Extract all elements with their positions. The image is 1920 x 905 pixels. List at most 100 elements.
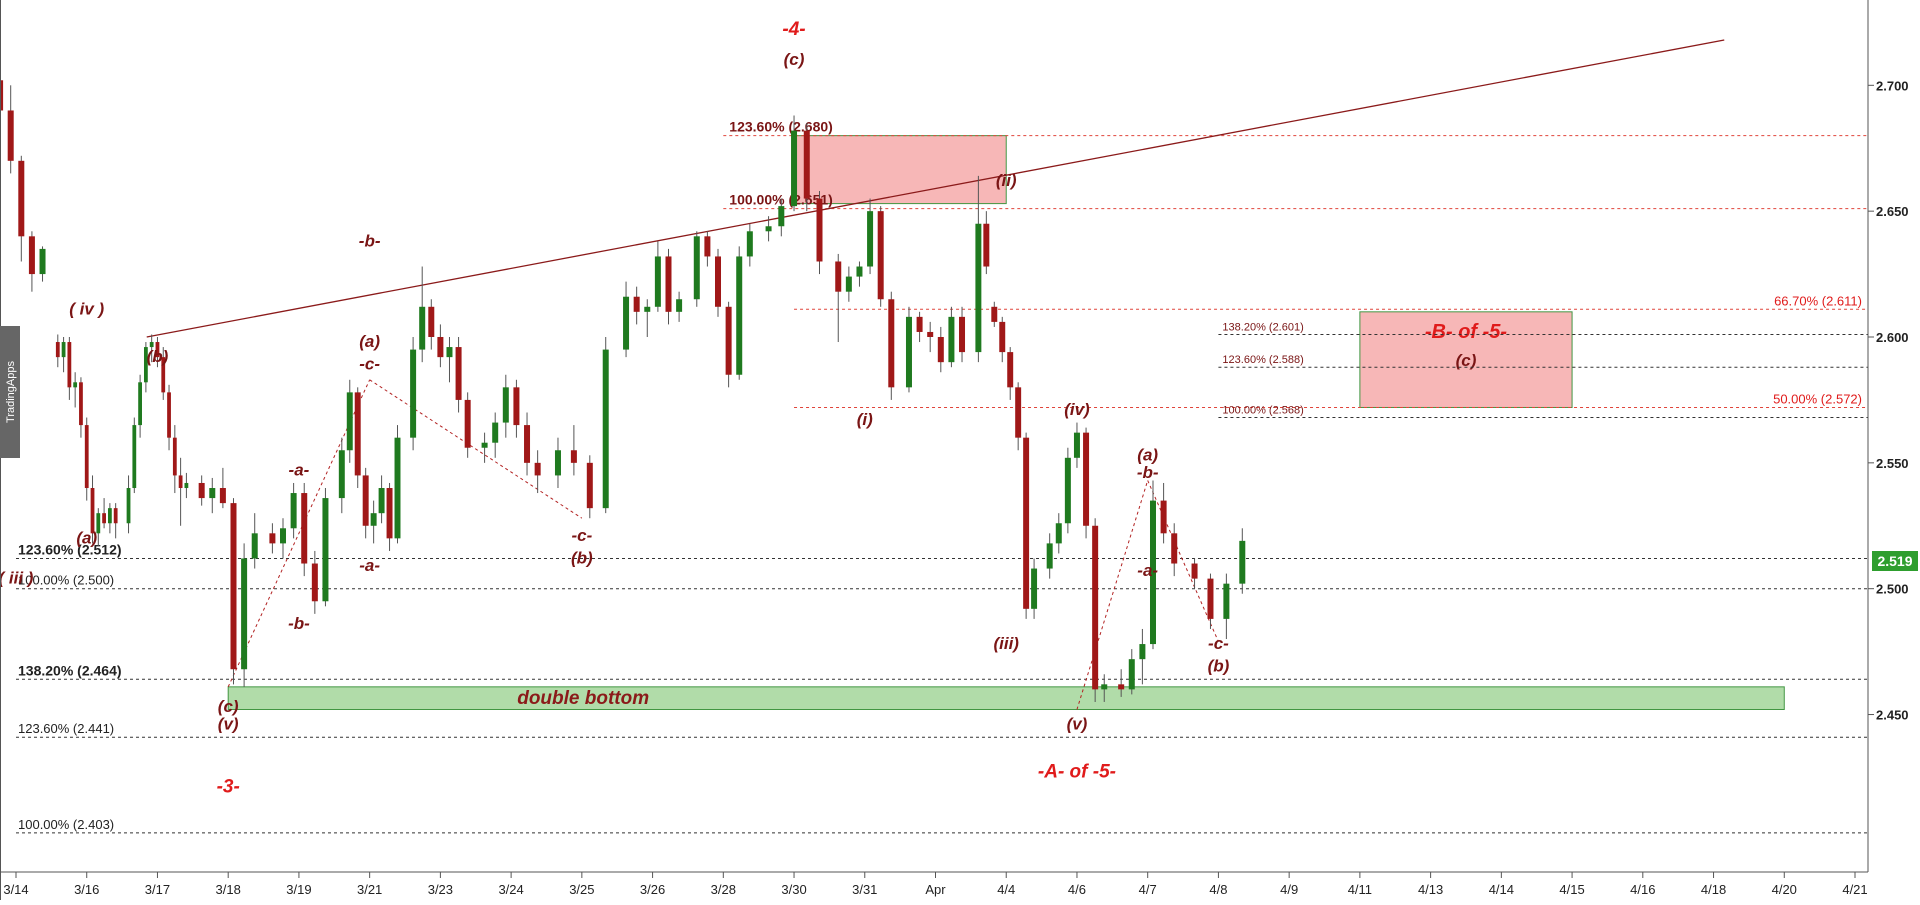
candle-body	[1073, 432, 1080, 458]
candle-body	[362, 475, 369, 526]
last-price-value: 2.519	[1877, 553, 1912, 569]
candle-body	[346, 392, 353, 451]
x-tick-label: 3/28	[711, 882, 736, 897]
last-price-bg	[1872, 551, 1918, 571]
x-tick-label: 3/18	[216, 882, 241, 897]
candle-body	[102, 513, 106, 524]
candle-body	[96, 513, 101, 534]
candle-body	[959, 316, 966, 353]
candle-body	[138, 382, 142, 426]
wave-label: -3-	[217, 777, 240, 798]
candle-body	[178, 475, 183, 489]
fib-label: 100.00% (2.403)	[18, 817, 114, 832]
candle-body	[513, 387, 520, 426]
candle-body	[18, 160, 25, 237]
candle-body	[725, 306, 732, 375]
fib-label: 138.20% (2.464)	[18, 662, 122, 678]
candle-body	[502, 387, 509, 423]
candle-body	[338, 450, 345, 499]
wave-label: ( iii )	[0, 569, 34, 588]
candle-body	[1160, 500, 1167, 534]
candle-body	[676, 299, 683, 312]
candle-body	[1118, 684, 1125, 690]
y-ticks-layer: 2.700 2.650 2.600 2.550 2.500 2.450	[1868, 78, 1909, 723]
candle-body	[816, 198, 823, 262]
wave-label: (v)	[218, 715, 239, 734]
candle-body	[975, 223, 982, 353]
candle-body	[736, 256, 743, 375]
candle-body	[1207, 578, 1214, 619]
wave-label: (iv)	[1064, 400, 1090, 419]
zone-label: double bottom	[517, 688, 649, 709]
candle-body	[1023, 437, 1030, 609]
candle-body	[633, 296, 640, 312]
candle-body	[867, 211, 874, 267]
candle-body	[524, 425, 531, 463]
x-tick-label: 4/20	[1772, 882, 1797, 897]
candle-body	[370, 513, 377, 526]
candle-body	[586, 462, 593, 509]
tradingapps-side-tab: TradingApps	[0, 326, 20, 458]
y-tick-label: 2.700	[1876, 78, 1909, 93]
candle-body	[55, 342, 60, 358]
wave-label: (b)	[571, 549, 593, 568]
wave-label: (a)	[76, 528, 97, 547]
wave-label: -b-	[359, 231, 381, 250]
fib-label: 100.00% (2.500)	[18, 573, 114, 588]
candle-body	[1191, 563, 1198, 579]
x-tick-label: 4/11	[1348, 882, 1372, 897]
wave-label: (i)	[857, 410, 873, 429]
y-tick-label: 2.550	[1876, 456, 1909, 471]
candle-body	[39, 248, 46, 275]
candle-body	[90, 488, 95, 534]
candle-body	[79, 382, 83, 426]
candle-body	[354, 392, 361, 476]
x-tick-label: 4/13	[1418, 882, 1443, 897]
x-tick-label: 3/25	[569, 882, 594, 897]
candle-body	[693, 236, 700, 300]
candle-body	[1092, 525, 1099, 690]
fib-label: 66.70% (2.611)	[1774, 293, 1862, 308]
trendline-layer	[146, 39, 1725, 338]
x-tick-label: 4/21	[1842, 882, 1867, 897]
wave-label: (b)	[1208, 657, 1230, 676]
x-tick-label: 3/17	[145, 882, 170, 897]
candle-body	[778, 206, 785, 227]
x-tick-label: 4/6	[1068, 882, 1086, 897]
candle-body	[61, 342, 66, 358]
candle-body	[803, 130, 810, 199]
wave-labels-layer: ( iv )(b)(a)( iii )(c)(v)-3--a--b-(a)-c-…	[0, 19, 1230, 798]
candle-body	[269, 533, 276, 544]
candle-body	[251, 533, 258, 559]
zone-box	[227, 686, 1785, 711]
candle-body	[0, 80, 4, 111]
candle-body	[209, 488, 216, 499]
candle-body	[394, 437, 401, 539]
wave-label: -A- of -5-	[1038, 761, 1116, 782]
candle-body	[534, 462, 541, 476]
wave-label: -c-	[1208, 634, 1229, 653]
candle-body	[290, 493, 297, 529]
candle-body	[1007, 352, 1014, 388]
candle-body	[877, 211, 884, 300]
zones-layer: double bottom -B- of -5- (c)	[227, 135, 1785, 711]
candles-layer	[0, 72, 1246, 702]
candle-body	[644, 306, 651, 312]
x-tick-label: 4/7	[1139, 882, 1157, 897]
candle-body	[132, 425, 137, 489]
candle-body	[481, 442, 488, 448]
x-tick-label: 4/16	[1630, 882, 1655, 897]
candle-body	[241, 558, 248, 670]
wave-label: -c-	[571, 526, 592, 545]
candle-body	[927, 331, 934, 337]
candle-body	[845, 276, 852, 292]
candle-body	[455, 347, 462, 400]
wave-label: (ii)	[996, 171, 1017, 190]
candle-body	[428, 306, 435, 337]
y-tick-label: 2.600	[1876, 330, 1909, 345]
wave-guides-layer	[227, 379, 1219, 710]
x-tick-label: 3/31	[852, 882, 877, 897]
x-tick-label: 3/30	[781, 882, 806, 897]
candle-body	[184, 482, 189, 489]
